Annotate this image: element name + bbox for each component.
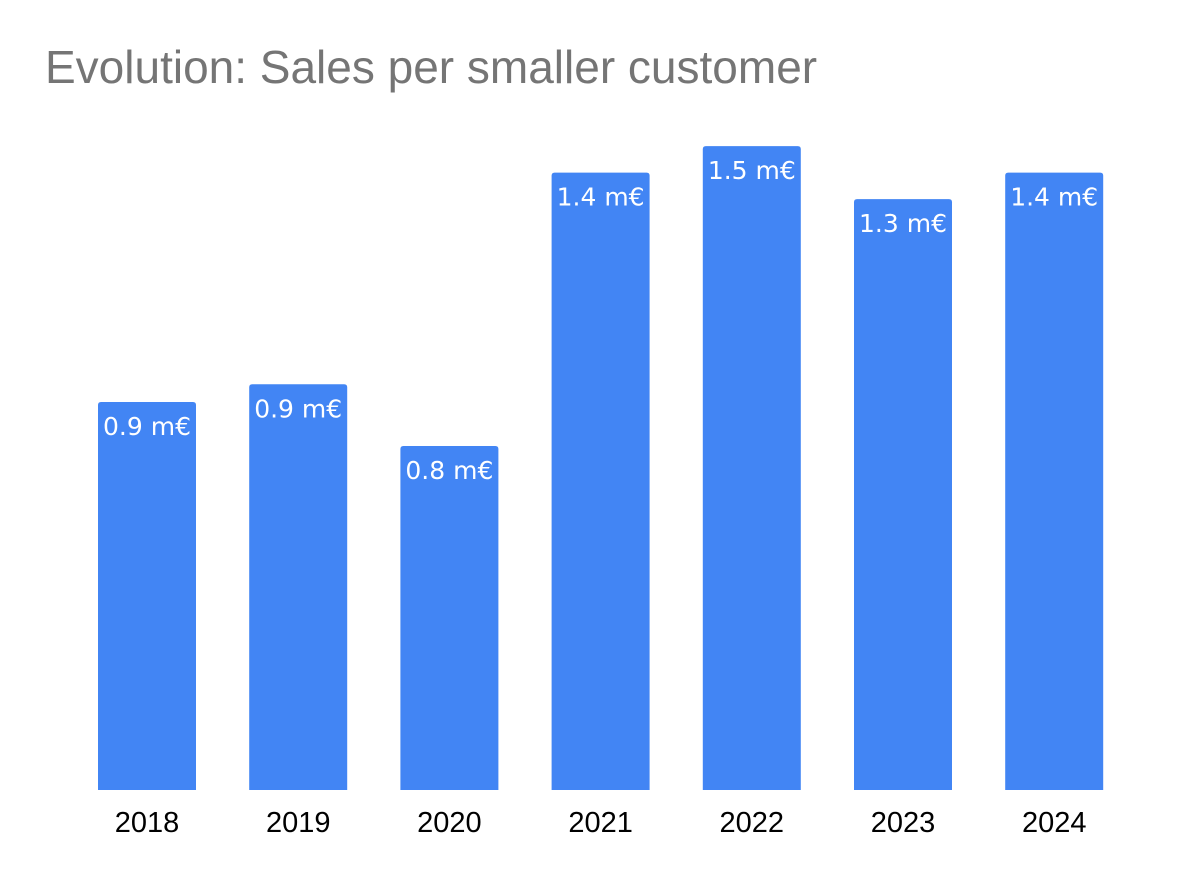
x-tick-label-2023: 2023 [871,807,936,839]
data-labels-layer: 0.9 m€ 0.9 m€ 0.8 m€ 1.4 m€ 1.5 m€ 1.3 m€ 1.4 … [103,156,1098,485]
data-label-2023: 1.3 m€ [859,209,947,238]
x-tick-label-2024: 2024 [1022,807,1087,839]
x-tick-label-2021: 2021 [568,807,633,839]
bar-2024 [1005,172,1104,790]
chart-title: Evolution: Sales per smaller customer [45,41,818,93]
x-tick-label-2019: 2019 [266,807,331,839]
x-axis-ticks: 2018 2019 2020 2021 2022 2023 2024 [115,807,1087,839]
x-tick-label-2018: 2018 [115,807,180,839]
data-label-2024: 1.4 m€ [1010,183,1098,212]
data-label-2020: 0.8 m€ [405,456,493,485]
data-label-2021: 1.4 m€ [557,183,645,212]
bar-2019 [249,384,348,790]
bar-2023 [854,199,952,791]
data-label-2022: 1.5 m€ [708,156,796,185]
x-tick-label-2020: 2020 [417,807,482,839]
bar-2021 [551,172,650,790]
bars-layer [98,146,1104,791]
bar-2020 [400,446,499,790]
data-label-2019: 0.9 m€ [254,394,342,423]
data-label-2018: 0.9 m€ [103,412,191,441]
bar-2022 [702,146,801,791]
x-tick-label-2022: 2022 [720,807,785,839]
bar-2018 [98,401,196,790]
